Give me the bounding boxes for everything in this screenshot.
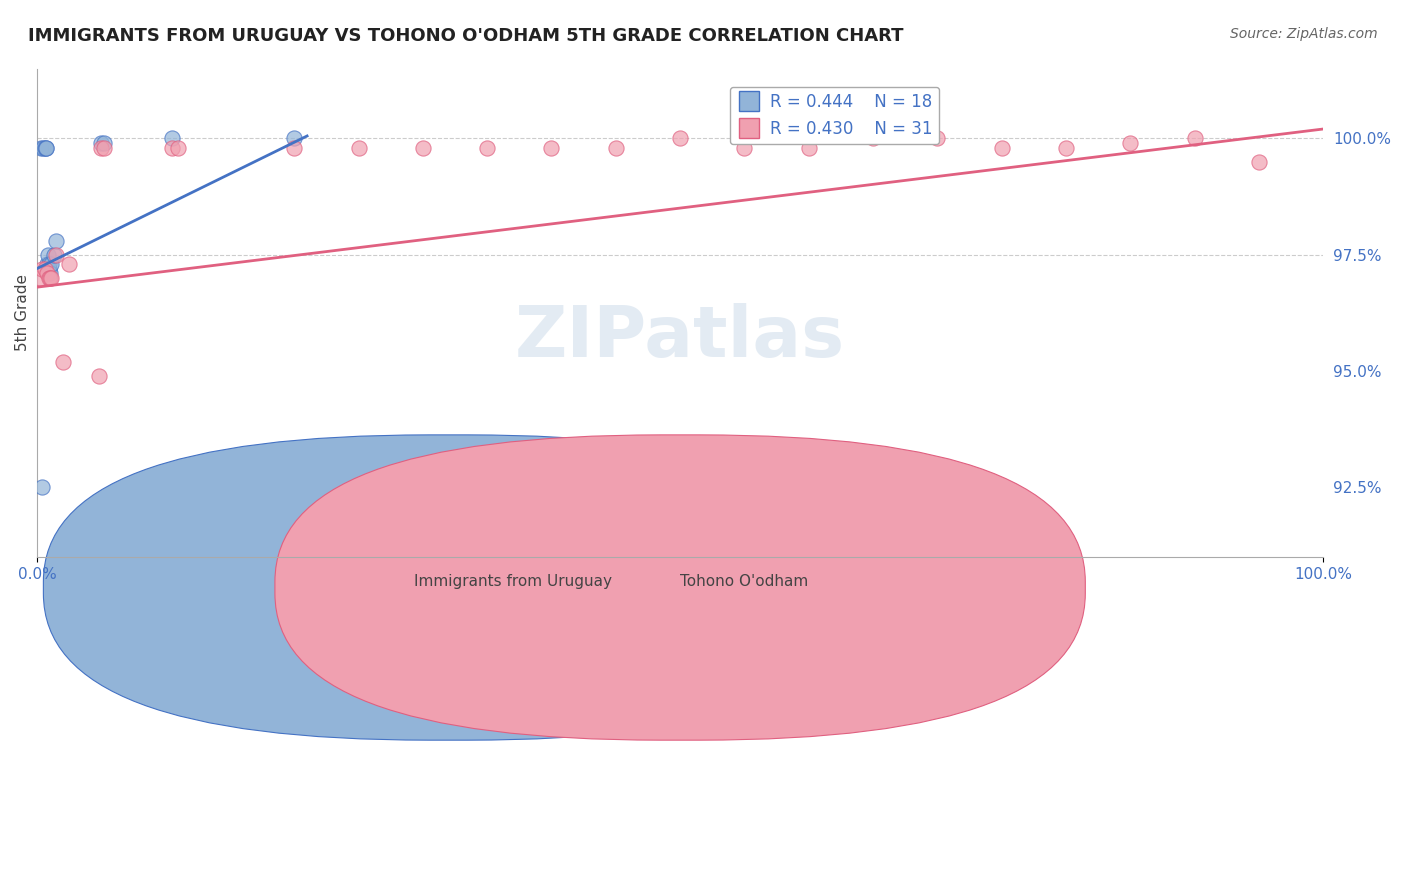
Point xyxy=(37,266,59,280)
Point xyxy=(475,140,498,154)
Text: Immigrants from Uruguay: Immigrants from Uruguay xyxy=(413,574,612,590)
Point xyxy=(58,257,80,271)
Point xyxy=(1184,131,1206,145)
Point xyxy=(31,261,53,276)
Point xyxy=(412,140,434,154)
Point xyxy=(1119,136,1142,150)
Point xyxy=(37,247,59,261)
Point xyxy=(160,140,183,154)
Point xyxy=(35,140,58,154)
Point xyxy=(52,354,75,368)
Point xyxy=(605,140,627,154)
Point xyxy=(90,136,112,150)
Point xyxy=(160,131,183,145)
Point xyxy=(990,140,1012,154)
Point xyxy=(669,131,692,145)
Text: Tohono O'odham: Tohono O'odham xyxy=(681,574,808,590)
Point xyxy=(38,271,60,285)
Point xyxy=(39,257,62,271)
Y-axis label: 5th Grade: 5th Grade xyxy=(15,274,30,351)
Point xyxy=(347,140,370,154)
Point xyxy=(1247,154,1270,169)
Point xyxy=(540,140,562,154)
Point xyxy=(797,140,820,154)
Point xyxy=(283,131,305,145)
Text: IMMIGRANTS FROM URUGUAY VS TOHONO O'ODHAM 5TH GRADE CORRELATION CHART: IMMIGRANTS FROM URUGUAY VS TOHONO O'ODHA… xyxy=(28,27,904,45)
Point xyxy=(90,140,112,154)
Point xyxy=(93,136,115,150)
Point xyxy=(1054,140,1077,154)
Point xyxy=(34,261,56,276)
Point xyxy=(87,368,110,383)
Point xyxy=(283,140,305,154)
Point xyxy=(167,140,190,154)
Point xyxy=(862,131,884,145)
Point xyxy=(45,234,67,248)
Point xyxy=(42,247,65,261)
Text: ZIPatlas: ZIPatlas xyxy=(515,302,845,372)
Point xyxy=(31,480,53,494)
Point xyxy=(38,261,60,276)
Point xyxy=(45,247,67,261)
Point xyxy=(37,257,59,271)
Point xyxy=(927,131,949,145)
Point xyxy=(39,271,62,285)
Point xyxy=(733,140,755,154)
Point xyxy=(35,140,58,154)
Point xyxy=(38,271,60,285)
Point xyxy=(28,271,51,285)
Point xyxy=(38,266,60,280)
Point xyxy=(93,140,115,154)
Point xyxy=(30,140,52,154)
Text: Source: ZipAtlas.com: Source: ZipAtlas.com xyxy=(1230,27,1378,41)
Point xyxy=(38,257,60,271)
Legend: R = 0.444    N = 18, R = 0.430    N = 31: R = 0.444 N = 18, R = 0.430 N = 31 xyxy=(730,87,939,145)
Point xyxy=(34,140,56,154)
FancyBboxPatch shape xyxy=(44,435,853,740)
FancyBboxPatch shape xyxy=(276,435,1085,740)
Point xyxy=(32,140,55,154)
